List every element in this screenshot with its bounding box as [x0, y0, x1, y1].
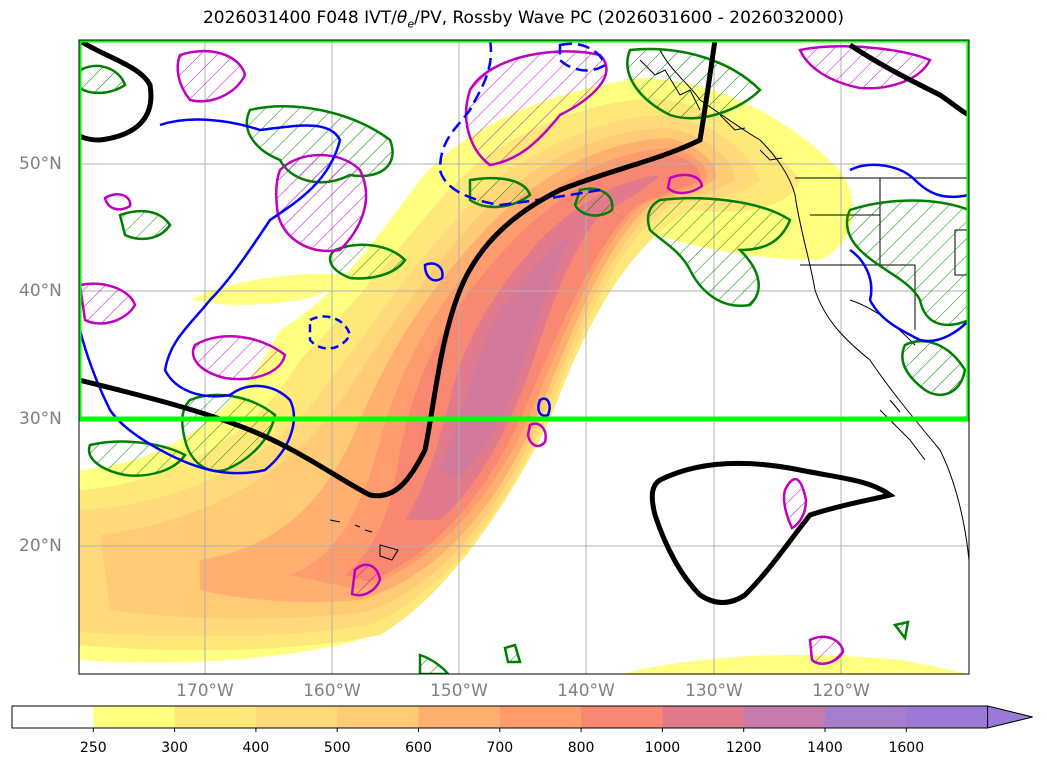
- blue-contour-dashed-2: [558, 42, 607, 72]
- colorbar-label: 1400: [807, 740, 843, 756]
- lon-label-130w: 130°W: [685, 681, 743, 701]
- ivt-250-west: [190, 273, 350, 305]
- magenta-contour-4: [79, 282, 137, 325]
- pv-green-contours: [79, 47, 969, 674]
- colorbar: [11, 705, 1033, 732]
- black-contour-loop: [649, 460, 896, 605]
- colorbar-label: 1200: [725, 740, 762, 756]
- lat-label-40n: 40°N: [19, 281, 62, 301]
- colorbar-segment: [825, 706, 907, 728]
- green-contour-14: [468, 176, 532, 209]
- black-contours: [79, 40, 969, 605]
- colorbar-segment: [255, 706, 338, 728]
- title-suffix: /PV, Rossby Wave PC (2026031600 - 202603…: [414, 8, 845, 28]
- title-theta-sub: e: [407, 17, 415, 31]
- magenta-contour-3: [176, 49, 247, 103]
- magenta-contour-2: [275, 153, 368, 253]
- green-contour-2: [646, 196, 792, 308]
- green-contour-6: [328, 243, 407, 280]
- green-contour-4: [901, 339, 967, 397]
- lat-label-30n: 30°N: [19, 409, 62, 429]
- lon-label-160w: 160°W: [303, 681, 361, 701]
- map-area: [79, 40, 969, 674]
- green-contour-13: [79, 64, 127, 95]
- title-prefix: 2026031400 F048 IVT/: [202, 8, 397, 28]
- colorbar-label: 1600: [888, 740, 925, 756]
- highlight-box: [79, 40, 969, 422]
- ivt-250-south: [620, 654, 969, 674]
- magenta-contour-9: [350, 563, 382, 597]
- green-contour-12: [503, 643, 522, 664]
- colorbar-extend-arrow: [987, 705, 1033, 729]
- lat-label-50n: 50°N: [19, 154, 62, 174]
- colorbar-label: 1000: [644, 740, 681, 756]
- magenta-contour-8: [782, 477, 808, 530]
- colorbar-segment: [12, 706, 94, 728]
- magenta-contour-11: [103, 193, 132, 211]
- colorbar-label: 500: [323, 740, 351, 756]
- colorbar-label: 250: [79, 740, 107, 756]
- colorbar-label: 300: [161, 740, 188, 756]
- lon-label-140w: 140°W: [557, 681, 615, 701]
- colorbar-label: 600: [405, 740, 432, 756]
- magenta-contour-6: [798, 45, 932, 90]
- pv-magenta-contours: [79, 45, 932, 665]
- colorbar-segment: [174, 706, 257, 728]
- colorbar-segment: [93, 706, 176, 728]
- blue-contour-2: [849, 163, 969, 343]
- colorbar-segment: [906, 706, 989, 728]
- colorbar-segment: [418, 706, 501, 728]
- magenta-contour-5: [191, 335, 287, 381]
- colorbar-segment: [581, 706, 663, 728]
- colorbar-label: 800: [567, 740, 595, 756]
- colorbar-label: 700: [486, 740, 514, 756]
- black-contour-main: [79, 40, 718, 499]
- green-contour-9: [118, 209, 172, 241]
- colorbar-segment: [337, 706, 419, 728]
- green-contour-10: [418, 653, 450, 674]
- colorbar-segment: [499, 706, 582, 728]
- blue-contour-4: [537, 397, 551, 417]
- map-frame: [78, 39, 970, 675]
- magenta-contour-1: [464, 50, 608, 167]
- lon-label-150w: 150°W: [430, 681, 488, 701]
- blue-contour-1: [79, 118, 342, 475]
- title-theta: θ: [396, 8, 408, 28]
- green-contour-3: [845, 199, 969, 327]
- figure-title: 2026031400 F048 IVT/θe/PV, Rossby Wave P…: [0, 8, 1047, 30]
- colorbar-segment: [743, 706, 826, 728]
- green-contour-1: [626, 47, 762, 120]
- magenta-contour-7: [666, 173, 704, 195]
- colorbar-segment: [662, 706, 745, 728]
- black-contour-nw: [79, 40, 154, 143]
- blue-contour-3: [423, 262, 444, 282]
- lon-label-170w: 170°W: [176, 681, 234, 701]
- green-contour-11: [892, 620, 910, 641]
- black-contour-ne: [848, 42, 969, 118]
- magenta-contour-10: [808, 635, 845, 665]
- coastline-hawaii: [329, 519, 399, 561]
- magenta-contour-12: [526, 422, 547, 448]
- blue-contour-dashed-3: [308, 315, 352, 350]
- lat-label-20n: 20°N: [19, 536, 62, 556]
- lon-label-120w: 120°W: [812, 681, 870, 701]
- colorbar-label: 400: [242, 740, 270, 756]
